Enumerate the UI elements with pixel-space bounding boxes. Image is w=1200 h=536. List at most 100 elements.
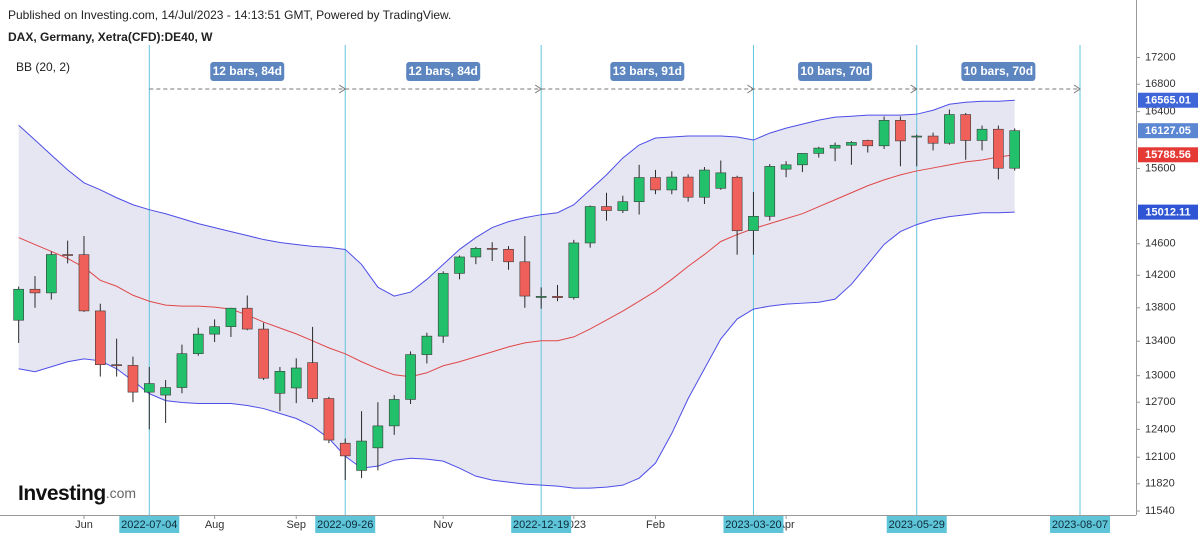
y-tick-label: 16800 xyxy=(1145,78,1176,90)
price-label: 15012.11 xyxy=(1145,207,1190,219)
candle-body xyxy=(960,114,972,141)
candle-body xyxy=(715,172,727,189)
indicator-label: BB (20, 2) xyxy=(16,60,70,74)
candle-body xyxy=(323,398,335,441)
candle-body xyxy=(568,242,580,298)
middle-band xyxy=(18,154,1015,378)
range-label-box xyxy=(798,62,873,81)
range-label-box xyxy=(210,62,285,81)
candle-body xyxy=(633,177,645,203)
x-tick-label: Sep xyxy=(286,519,306,531)
marker-date-box xyxy=(886,516,947,533)
candle-body xyxy=(552,296,563,298)
marker-date: 2022-09-26 xyxy=(317,519,373,531)
y-tick-label: 12700 xyxy=(1145,396,1176,408)
candle-body xyxy=(944,114,955,144)
logo-brand: Investing xyxy=(18,482,106,505)
published-note: Published on Investing.com, 14/Jul/2023 … xyxy=(8,8,451,22)
candle-body xyxy=(339,442,351,457)
candle-body xyxy=(486,248,498,250)
y-tick-label: 11540 xyxy=(1145,505,1175,517)
arrow-head xyxy=(534,84,543,94)
candle-body xyxy=(503,248,514,263)
price-label: 16127.05 xyxy=(1145,125,1191,137)
marker-date-box xyxy=(1050,516,1111,533)
x-tick-label: Aug xyxy=(205,519,225,531)
marker-date-box xyxy=(511,516,572,533)
marker-date: 2022-12-19 xyxy=(513,519,569,531)
band-fill xyxy=(18,100,1015,489)
price-label: 15788.56 xyxy=(1145,149,1191,161)
arrow-head xyxy=(1073,84,1081,94)
candle-body xyxy=(895,120,906,142)
x-tick-label: Jun xyxy=(75,519,93,531)
candle-body xyxy=(748,215,759,231)
candle-body xyxy=(682,176,694,198)
candle-body xyxy=(356,440,367,471)
arrow-head xyxy=(747,84,755,94)
range-label-box xyxy=(406,62,481,81)
candle-body xyxy=(584,206,596,244)
price-label-box xyxy=(1138,147,1198,163)
y-tick-label: 14200 xyxy=(1145,269,1176,281)
y-tick-label: 13800 xyxy=(1145,302,1176,314)
candle-body xyxy=(127,365,139,393)
candle-body xyxy=(617,201,629,211)
marker-date: 2023-05-29 xyxy=(889,519,945,531)
candle-body xyxy=(813,147,825,154)
candle-body xyxy=(225,307,237,327)
range-label: 12 bars, 84d xyxy=(213,64,282,78)
marker-date-box xyxy=(119,516,180,533)
marker-date-box xyxy=(723,516,784,533)
candle-body xyxy=(1009,130,1021,169)
candle-body xyxy=(421,335,433,355)
price-label-box xyxy=(1138,92,1198,108)
upper-band xyxy=(18,99,1015,297)
candle-body xyxy=(699,169,710,198)
candle-body xyxy=(764,166,776,217)
y-tick-label: 13400 xyxy=(1145,335,1176,347)
range-label: 10 bars, 70d xyxy=(800,64,869,78)
candle-body xyxy=(976,128,988,141)
y-tick-label: 16400 xyxy=(1145,106,1176,118)
price-label-box xyxy=(1138,123,1198,139)
candle-body xyxy=(519,261,531,297)
marker-date-box xyxy=(315,516,376,533)
y-tick-label: 17200 xyxy=(1145,51,1176,63)
arrow-head xyxy=(338,84,347,94)
candle-body xyxy=(78,254,90,312)
candle-body xyxy=(13,288,24,321)
range-label-box xyxy=(961,62,1036,81)
y-tick-label: 14600 xyxy=(1145,238,1176,250)
candle-body xyxy=(993,128,1004,169)
price-label: 16565.01 xyxy=(1145,95,1191,107)
marker-date: 2023-03-20 xyxy=(725,519,781,531)
candle-body xyxy=(388,399,400,427)
candle-body xyxy=(780,164,792,170)
candle-body xyxy=(176,353,188,388)
y-axis-bg xyxy=(1136,0,1200,536)
candle-body xyxy=(911,135,923,138)
candle-body xyxy=(862,140,874,147)
candle-body xyxy=(797,153,808,166)
candle-body xyxy=(601,206,612,211)
candle-body xyxy=(405,354,416,400)
range-label: 12 bars, 84d xyxy=(409,64,478,78)
symbol-title: DAX, Germany, Xetra(CFD):DE40, W xyxy=(8,30,213,44)
candle-body xyxy=(846,142,857,146)
x-tick-label: Feb xyxy=(646,519,665,531)
marker-date: 2022-07-04 xyxy=(121,519,177,531)
price-label-box xyxy=(1138,204,1198,220)
y-tick-label: 11820 xyxy=(1145,478,1175,490)
candle-body xyxy=(307,362,318,399)
candle-body xyxy=(454,256,465,274)
candle-body xyxy=(535,296,547,298)
y-tick-label: 13000 xyxy=(1145,370,1176,382)
candle-body xyxy=(241,307,253,330)
x-tick-label: Nov xyxy=(433,519,453,531)
candle-body xyxy=(650,177,661,191)
candle-body xyxy=(437,273,449,337)
candle-body xyxy=(927,135,939,144)
